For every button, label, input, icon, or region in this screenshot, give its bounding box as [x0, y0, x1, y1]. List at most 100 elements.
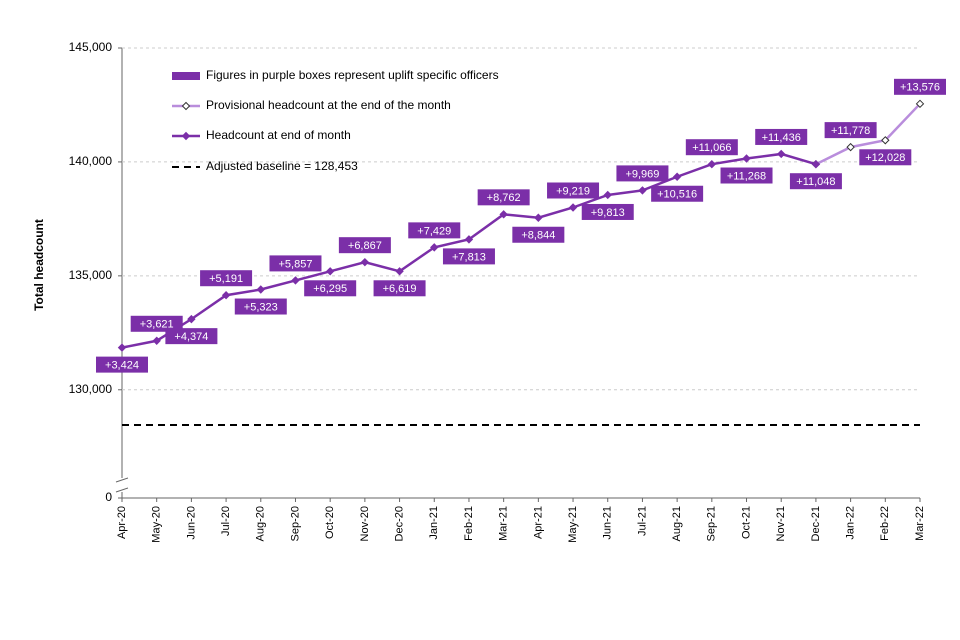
marker [707, 159, 717, 169]
marker [499, 210, 508, 219]
x-tick-label: Apr-20 [116, 506, 128, 539]
x-tick-label: Feb-21 [463, 506, 475, 541]
annotation: +8,762 [487, 192, 521, 204]
x-tick-label: Jan-21 [428, 506, 440, 540]
y-tick-label: 0 [105, 490, 112, 504]
marker [811, 159, 821, 169]
marker [846, 142, 855, 152]
marker [117, 343, 127, 352]
y-tick-label: 145,000 [69, 40, 113, 54]
marker [291, 276, 300, 285]
marker [325, 267, 335, 276]
annotation-box [442, 248, 495, 265]
annotation: +11,268 [727, 170, 766, 182]
x-tick-label: Jun-21 [602, 506, 614, 540]
x-tick-label: Sep-21 [706, 506, 718, 541]
marker [534, 213, 543, 222]
annotation-box [685, 139, 738, 156]
annotation: +11,066 [692, 142, 731, 154]
annotation: +6,619 [383, 283, 417, 295]
annotation-box [894, 78, 946, 95]
x-tick-label: Jun-20 [185, 506, 197, 540]
marker [430, 243, 439, 252]
annotation-box [547, 182, 600, 199]
x-tick-label: Dec-21 [810, 506, 822, 541]
x-tick-label: Nov-21 [775, 506, 787, 541]
x-tick-label: Oct-20 [324, 506, 336, 539]
annotation-box [789, 173, 842, 190]
x-tick-label: Oct-21 [740, 506, 752, 539]
annotation: +12,028 [865, 152, 905, 164]
annotation-box [859, 149, 912, 166]
x-tick-label: Apr-21 [532, 506, 544, 539]
x-tick-label: Jan-22 [845, 506, 857, 540]
legend-label: Figures in purple boxes represent uplift… [206, 68, 499, 82]
annotation-box [269, 255, 322, 272]
legend-label: Provisional headcount at the end of the … [206, 98, 451, 112]
marker [395, 267, 404, 276]
marker [881, 136, 890, 145]
x-tick-label: Dec-20 [393, 506, 405, 541]
annotation: +6,867 [348, 240, 382, 252]
y-tick-label: 140,000 [69, 154, 113, 168]
x-tick-label: Sep-20 [289, 506, 301, 541]
marker [256, 285, 265, 294]
legend-swatch [172, 72, 200, 80]
annotation-box [373, 280, 426, 297]
marker [568, 203, 578, 212]
x-tick-label: May-20 [151, 506, 163, 543]
annotation: +5,323 [244, 301, 278, 313]
annotation: +6,295 [313, 283, 347, 295]
marker [187, 314, 196, 324]
marker [152, 336, 161, 345]
annotation-box [304, 280, 357, 297]
annotation-box [755, 128, 808, 145]
annotation: +8,844 [521, 230, 555, 242]
annotation-box [165, 328, 218, 345]
annotation-box [338, 237, 391, 254]
x-tick-label: Aug-21 [671, 506, 683, 541]
x-tick-label: Feb-22 [879, 506, 891, 541]
annotation: +9,219 [556, 185, 590, 197]
series-line [815, 102, 921, 166]
annotation: +3,424 [105, 360, 139, 372]
y-tick-label: 130,000 [69, 382, 113, 396]
annotation: +11,778 [831, 125, 870, 137]
annotation: +9,969 [625, 168, 659, 180]
annotation: +13,576 [900, 82, 940, 94]
marker [777, 149, 786, 159]
annotation-box [651, 185, 704, 202]
y-tick-label: 135,000 [69, 268, 113, 282]
annotation-box [720, 167, 773, 184]
legend-label: Adjusted baseline = 128,453 [206, 159, 358, 173]
legend-marker [181, 131, 191, 141]
annotation: +7,813 [452, 251, 486, 263]
annotation-box [616, 165, 669, 182]
x-tick-label: Mar-22 [914, 506, 926, 541]
annotation-box [234, 298, 287, 315]
marker [603, 190, 612, 200]
annotation-box [408, 222, 461, 239]
x-tick-label: Mar-21 [498, 506, 510, 541]
x-tick-label: May-21 [567, 506, 579, 543]
annotation-box [130, 315, 183, 332]
annotation-box [200, 270, 253, 287]
annotation: +3,621 [140, 319, 174, 331]
annotation-box [824, 122, 877, 139]
annotation: +4,374 [174, 331, 208, 343]
x-tick-label: Aug-20 [255, 506, 267, 541]
marker [221, 291, 231, 300]
annotation: +10,516 [657, 189, 697, 201]
annotation: +11,436 [762, 132, 801, 144]
marker [672, 172, 682, 181]
annotation: +5,857 [279, 258, 313, 270]
annotation: +9,813 [591, 207, 625, 219]
annotation-box [96, 356, 148, 373]
marker [360, 257, 370, 267]
annotation-box [581, 203, 634, 220]
x-tick-label: Jul-21 [636, 506, 648, 536]
marker [638, 186, 647, 195]
annotation-box [512, 226, 565, 243]
y-axis-title: Total headcount [32, 219, 46, 311]
